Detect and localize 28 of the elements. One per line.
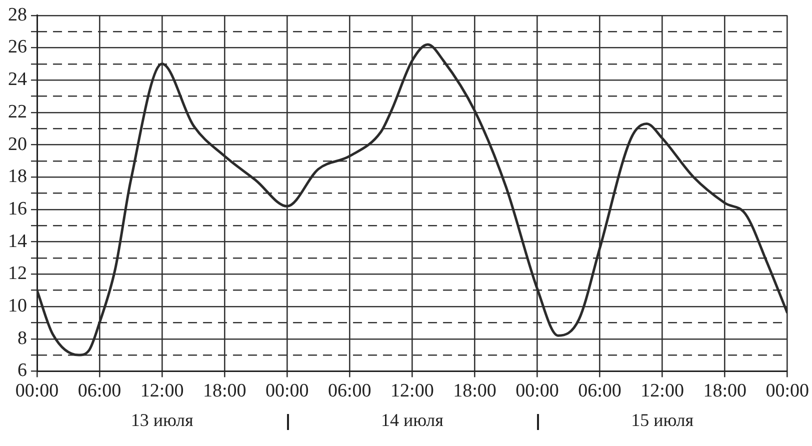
y-tick-label: 26 <box>8 36 27 58</box>
text: 15 июля <box>631 410 694 431</box>
x-tick-label: 06:00 <box>328 380 372 402</box>
y-tick-label: 18 <box>8 166 27 188</box>
y-tick-label: 12 <box>8 263 27 284</box>
x-tick-label: 18:00 <box>453 380 496 402</box>
text: 13 июля <box>130 410 194 431</box>
y-tick-label: 28 <box>8 4 27 26</box>
x-tick-label: 06:00 <box>578 380 622 402</box>
x-tick-label: 00:00 <box>516 380 559 402</box>
y-tick-label: 10 <box>8 295 27 316</box>
x-tick-label: 00:00 <box>265 380 309 402</box>
x-tick-label: 18:00 <box>202 380 246 402</box>
y-tick-label: 22 <box>8 101 27 122</box>
x-tick-label: 18:00 <box>703 380 746 402</box>
y-tick-label: 20 <box>8 134 27 155</box>
x-tick-label: 00:00 <box>766 380 809 402</box>
x-tick-label: 06:00 <box>78 380 122 402</box>
x-tick-label: 00:00 <box>15 380 59 402</box>
x-tick-label: 12:00 <box>390 380 434 402</box>
x-tick-label: 12:00 <box>640 380 684 402</box>
text: 14 июля <box>380 410 444 431</box>
y-tick-label: 6 <box>18 360 27 382</box>
y-tick-label: 8 <box>18 328 27 349</box>
y-tick-label: 14 <box>8 230 28 252</box>
y-tick-label: 24 <box>8 69 28 90</box>
x-tick-label: 12:00 <box>140 380 184 402</box>
y-tick-label: 16 <box>8 198 27 220</box>
